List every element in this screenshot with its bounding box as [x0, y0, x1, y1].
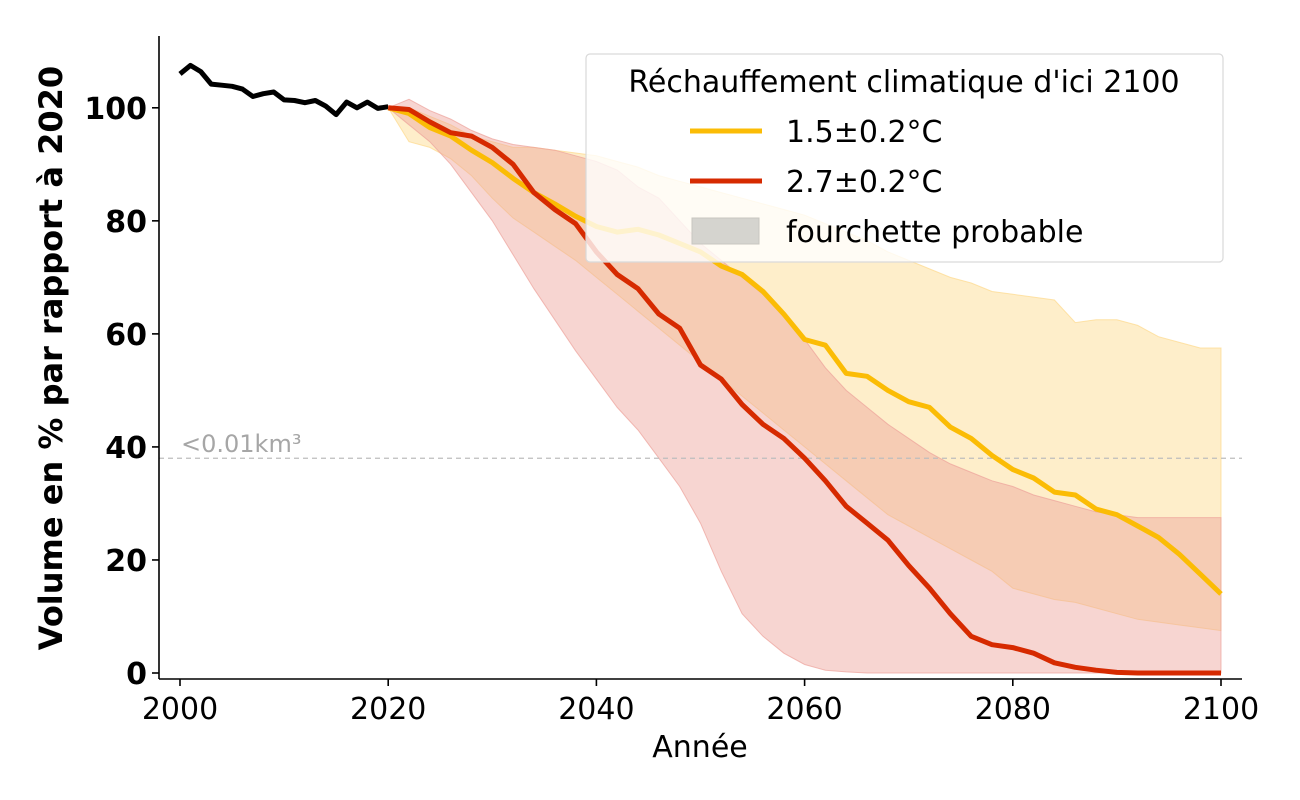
line-1-5c	[387, 105, 1223, 596]
legend-label: 1.5±0.2°C	[786, 115, 943, 150]
y-tick-label: 100	[84, 92, 147, 127]
x-tick-label: 2100	[1183, 692, 1259, 727]
y-axis-title: Volume en % par rapport à 2020	[32, 66, 70, 650]
x-tick-label: 2000	[142, 692, 218, 727]
legend-label: 2.7±0.2°C	[786, 165, 943, 200]
legend-label: fourchette probable	[786, 215, 1083, 250]
y-tick-label: 20	[105, 544, 147, 579]
x-tick-label: 2020	[350, 692, 426, 727]
x-axis-title: Année	[652, 730, 747, 765]
legend-box	[585, 53, 1224, 263]
y-tick-label: 0	[126, 657, 147, 692]
y-tick-label: 60	[105, 318, 147, 353]
x-tick-label: 2040	[558, 692, 634, 727]
line-historical	[178, 62, 389, 118]
x-tick-label: 2060	[766, 692, 842, 727]
threshold-label: <0.01km³	[181, 430, 301, 458]
line-2-7c	[387, 105, 1221, 676]
y-tick-label: 40	[105, 431, 147, 466]
legend-entries: 1.5±0.2°C 2.7±0.2°C fourchette probable	[690, 115, 1083, 250]
series-lines	[178, 62, 1223, 676]
y-tick-label: 80	[105, 205, 147, 240]
legend-swatch-patch	[691, 217, 760, 245]
legend: Réchauffement climatique d'ici 2100 1.5±…	[585, 53, 1224, 263]
legend-title: Réchauffement climatique d'ici 2100	[628, 65, 1179, 100]
x-axis-ticks: 2000 2020 2040 2060 2080 2100	[142, 679, 1259, 727]
y-axis-ticks: 0 20 40 60 80 100	[84, 92, 159, 692]
x-tick-label: 2080	[975, 692, 1051, 727]
